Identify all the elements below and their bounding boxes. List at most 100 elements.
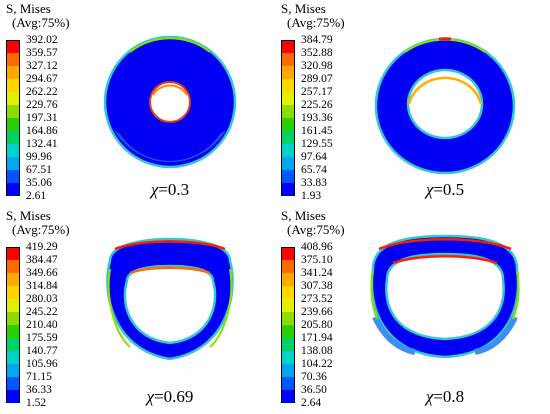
legend-row: 97.64 xyxy=(281,151,341,170)
legend-value: 36.33 xyxy=(26,384,52,396)
ring-contour-plot xyxy=(106,237,234,361)
legend-color-swatch xyxy=(281,118,295,131)
legend-color-swatch xyxy=(281,377,295,390)
legend-row: 359.57 xyxy=(6,47,66,66)
legend-value: 138.08 xyxy=(301,345,333,357)
legend-averaging-label: (Avg:75%) xyxy=(287,15,345,30)
legend-row: 225.26 xyxy=(281,99,341,118)
legend-color-swatch xyxy=(281,157,295,170)
contour-panel-chi-0-3: S, Mises (Avg:75%) 392.02 359.57 327.12 294… xyxy=(0,0,275,207)
contour-panel-chi-0-8: S, Mises (Avg:75%) 408.96 375.10 341.24 307… xyxy=(275,207,550,414)
legend-row: 70.36 xyxy=(281,371,341,390)
legend-color-swatch xyxy=(281,351,295,364)
legend-row: 1.52 xyxy=(6,397,66,410)
legend-row: 375.10 xyxy=(281,254,341,273)
legend-row: 2.64 xyxy=(281,397,341,410)
legend-value: 375.10 xyxy=(301,254,333,266)
legend-value: 105.96 xyxy=(26,358,58,370)
legend-row: 273.52 xyxy=(281,293,341,312)
legend-variable-label: S, Mises xyxy=(6,208,51,223)
legend-value: 164.86 xyxy=(26,125,58,137)
legend-variable-label: S, Mises xyxy=(281,208,326,223)
legend-value: 225.26 xyxy=(301,99,333,111)
legend-value: 35.06 xyxy=(26,177,52,189)
legend-row: 392.02 xyxy=(6,34,66,53)
outer-right-edge xyxy=(512,270,520,320)
legend-color-swatch xyxy=(281,92,295,105)
ring-body xyxy=(374,37,516,175)
legend-color-swatch xyxy=(6,273,20,286)
legend-color-swatch xyxy=(281,364,295,377)
legend-color-swatch xyxy=(281,247,295,260)
legend-value: 140.77 xyxy=(26,345,58,357)
legend-color-swatch xyxy=(6,299,20,312)
chi-symbol: χ xyxy=(425,387,434,406)
legend-color-swatch xyxy=(6,131,20,144)
legend-row: 262.22 xyxy=(6,86,66,105)
chi-caption: χ=0.3 xyxy=(70,180,270,200)
legend-row: 65.74 xyxy=(281,164,341,183)
legend-value: 205.80 xyxy=(301,319,333,331)
ring-contour-plot xyxy=(103,35,237,169)
legend-value: 307.38 xyxy=(301,280,333,292)
legend-color-swatch xyxy=(281,338,295,351)
chi-value: =0.8 xyxy=(433,387,465,406)
legend-color-swatch xyxy=(281,273,295,286)
legend-color-swatch xyxy=(6,66,20,79)
legend-row: 104.22 xyxy=(281,358,341,377)
legend-averaging-label: (Avg:75%) xyxy=(12,15,70,30)
legend-row: 36.50 xyxy=(281,384,341,403)
legend-value: 67.51 xyxy=(26,164,52,176)
legend-value: 70.36 xyxy=(301,371,327,383)
legend-value: 65.74 xyxy=(301,164,327,176)
legend-row: 164.86 xyxy=(6,125,66,144)
legend-row: 408.96 xyxy=(281,241,341,260)
legend-color-swatch xyxy=(6,338,20,351)
outer-top-edge xyxy=(378,238,512,251)
legend-color-swatch xyxy=(6,377,20,390)
legend-header: S, Mises (Avg:75%) xyxy=(6,209,70,237)
lower-left-band xyxy=(372,315,416,355)
contour-legend: 392.02 359.57 327.12 294.67 262.22 229.76 197.… xyxy=(6,34,66,203)
legend-color-swatch xyxy=(6,105,20,118)
legend-variable-label: S, Mises xyxy=(6,1,51,16)
legend-value: 359.57 xyxy=(26,47,58,59)
legend-value: 71.15 xyxy=(26,371,52,383)
legend-color-swatch xyxy=(281,66,295,79)
legend-row: 171.94 xyxy=(281,332,341,351)
legend-value: 132.41 xyxy=(26,138,58,150)
legend-row: 35.06 xyxy=(6,177,66,196)
legend-value: 392.02 xyxy=(26,34,58,46)
legend-row: 210.40 xyxy=(6,319,66,338)
legend-value: 314.84 xyxy=(26,280,58,292)
legend-color-swatch xyxy=(281,53,295,66)
legend-value: 99.96 xyxy=(26,151,52,163)
legend-color-swatch xyxy=(6,312,20,325)
legend-row: 140.77 xyxy=(6,345,66,364)
legend-color-swatch xyxy=(281,260,295,273)
legend-value: 1.93 xyxy=(301,190,322,202)
chi-value: =0.3 xyxy=(158,180,190,199)
legend-row: 341.24 xyxy=(281,267,341,286)
legend-value: 384.47 xyxy=(26,254,58,266)
inner-top-edge xyxy=(392,255,498,265)
chi-symbol: χ xyxy=(146,387,155,406)
legend-value: 197.31 xyxy=(26,112,58,124)
legend-color-swatch xyxy=(281,286,295,299)
legend-value: 262.22 xyxy=(26,86,58,98)
legend-color-swatch xyxy=(6,390,20,403)
legend-color-swatch xyxy=(281,79,295,92)
chi-caption: χ=0.8 xyxy=(345,387,545,407)
outer-top-edge xyxy=(114,240,226,251)
legend-row: 352.88 xyxy=(281,47,341,66)
legend-row: 327.12 xyxy=(6,60,66,79)
contour-panel-chi-0-5: S, Mises (Avg:75%) 384.79 352.88 320.98 289… xyxy=(275,0,550,207)
bottom-stress-band xyxy=(114,130,226,163)
legend-value: 33.83 xyxy=(301,177,327,189)
legend-row: 239.66 xyxy=(281,306,341,325)
legend-color-swatch xyxy=(6,170,20,183)
legend-row: 384.47 xyxy=(6,254,66,273)
legend-color-swatch xyxy=(6,92,20,105)
legend-value: 384.79 xyxy=(301,34,333,46)
legend-color-swatch xyxy=(6,247,20,260)
